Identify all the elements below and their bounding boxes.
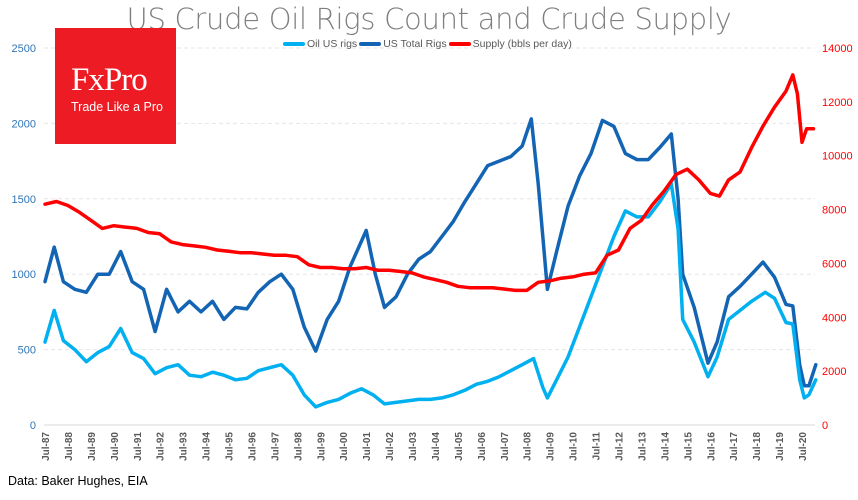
x-tick-label: Jul-12: [615, 432, 626, 461]
x-tick-label: Jul-15: [683, 432, 694, 461]
legend-swatch: [448, 42, 471, 46]
legend-item-oil-rigs: Oil US rigs: [283, 38, 357, 50]
x-tick-label: Jul-96: [247, 432, 258, 461]
y-right-tick-label: 4000: [822, 312, 846, 324]
y-left-tick-label: 500: [18, 345, 36, 357]
chart-title: US Crude Oil Rigs Count and Crude Supply: [126, 2, 732, 36]
x-tick-label: Jul-20: [798, 432, 809, 461]
y-left-tick-label: 2500: [12, 43, 36, 55]
legend-swatch: [283, 42, 305, 46]
x-tick-label: Jul-16: [706, 432, 717, 461]
x-tick-label: Jul-00: [339, 432, 350, 461]
x-tick-label: Jul-94: [202, 432, 213, 461]
x-tick-label: Jul-89: [87, 432, 98, 461]
series-line-supply-bbls-per-day-: [43, 73, 816, 293]
x-tick-label: Jul-05: [454, 432, 465, 461]
logo-brand: FxPro: [71, 62, 148, 98]
x-tick-label: Jul-99: [316, 432, 327, 461]
legend: Oil US rigs US Total Rigs Supply (bbls p…: [283, 38, 572, 50]
x-tick-label: Jul-11: [592, 432, 603, 461]
legend-item-total-rigs: US Total Rigs: [359, 38, 447, 50]
y-right-tick-label: 14000: [822, 43, 853, 55]
y-right-tick-label: 8000: [822, 205, 846, 217]
y-right-tick-label: 2000: [822, 366, 846, 378]
fxpro-logo: FxPro Trade Like a Pro: [55, 28, 176, 144]
y-left-tick-label: 1000: [12, 269, 36, 281]
x-tick-label: Jul-07: [500, 432, 511, 461]
series-line-oil-us-rigs: [43, 181, 818, 409]
y-right-tick-label: 12000: [822, 97, 853, 109]
x-tick-label: Jul-01: [362, 432, 373, 461]
x-tick-label: Jul-98: [293, 432, 304, 461]
x-tick-label: Jul-91: [133, 432, 144, 461]
legend-label: Oil US rigs: [307, 38, 358, 50]
legend-swatch: [359, 42, 382, 46]
y-left-tick-label: 1500: [12, 194, 36, 206]
x-tick-label: Jul-18: [752, 432, 763, 461]
legend-label: Supply (bbls per day): [472, 38, 572, 50]
x-tick-label: Jul-92: [156, 432, 167, 461]
x-tick-label: Jul-14: [660, 432, 671, 461]
y-left-tick-label: 2000: [12, 118, 36, 130]
x-tick-label: Jul-02: [385, 432, 396, 461]
x-tick-label: Jul-19: [775, 432, 786, 461]
x-tick-label: Jul-88: [64, 432, 75, 461]
x-tick-label: Jul-17: [729, 432, 740, 461]
logo-tagline: Trade Like a Pro: [71, 100, 163, 114]
x-tick-label: Jul-08: [523, 432, 534, 461]
x-tick-label: Jul-06: [477, 432, 488, 461]
x-tick-label: Jul-93: [179, 432, 190, 461]
x-tick-label: Jul-90: [110, 432, 121, 461]
legend-item-supply: Supply (bbls per day): [448, 38, 572, 50]
y-left-tick-label: 0: [30, 420, 36, 432]
series-line-us-total-rigs: [43, 117, 818, 388]
x-tick-label: Jul-13: [637, 432, 648, 461]
y-right-tick-label: 6000: [822, 258, 846, 270]
x-tick-label: Jul-97: [270, 432, 281, 461]
legend-label: US Total Rigs: [383, 38, 447, 50]
x-tick-label: Jul-04: [431, 432, 442, 461]
y-right-tick-label: 0: [822, 420, 828, 432]
x-tick-label: Jul-10: [569, 432, 580, 461]
x-tick-label: Jul-03: [408, 432, 419, 461]
x-tick-label: Jul-09: [546, 432, 557, 461]
x-tick-label: Jul-95: [225, 432, 236, 461]
source-note: Data: Baker Hughes, EIA: [8, 474, 148, 488]
y-right-tick-label: 10000: [822, 151, 853, 163]
x-tick-label: Jul-87: [41, 432, 52, 461]
